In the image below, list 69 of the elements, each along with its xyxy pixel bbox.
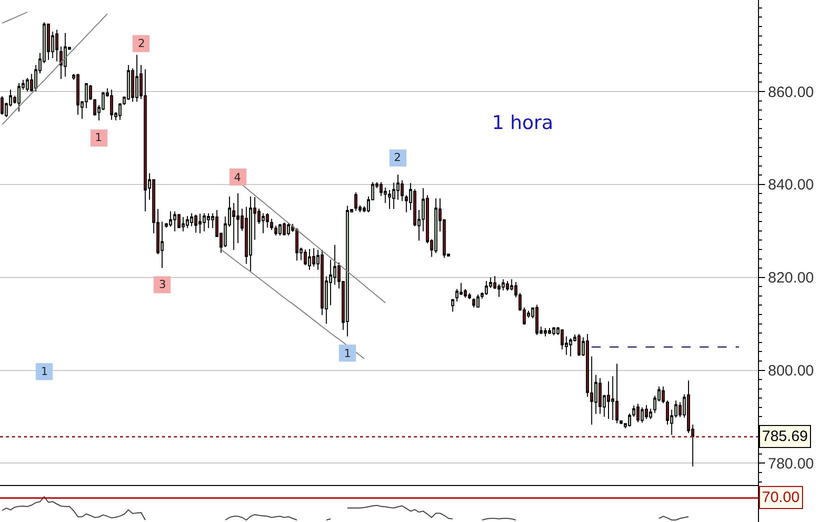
candlestick	[346, 205, 349, 337]
candlestick	[569, 338, 572, 357]
candlestick	[662, 386, 665, 404]
candlestick	[640, 406, 644, 424]
ref-line-label: 785.69	[762, 428, 808, 445]
candlestick	[249, 196, 252, 272]
y-tick-label: 840.00	[768, 176, 814, 194]
annotation: 2	[138, 37, 145, 50]
annotation: 4	[234, 171, 241, 184]
candlestick	[434, 198, 438, 254]
candlestick	[202, 212, 206, 232]
candlestick	[354, 192, 358, 212]
candlestick	[535, 304, 538, 336]
candlestick	[286, 222, 290, 236]
candlestick	[636, 403, 640, 423]
candlestick	[186, 216, 189, 229]
candlestick	[110, 89, 114, 120]
candlestick	[144, 68, 147, 212]
candlestick	[64, 32, 67, 78]
candlestick	[177, 214, 180, 229]
candlestick	[552, 326, 556, 336]
candlestick	[649, 408, 652, 420]
annotation: 1 hora	[492, 112, 554, 134]
y-tick-label: 860.00	[768, 84, 814, 101]
annotation: 3	[159, 278, 166, 291]
candlestick	[26, 78, 29, 92]
candlestick	[506, 280, 509, 292]
candlestick	[308, 248, 312, 270]
candlestick	[135, 54, 138, 102]
y-tick-label: 780.00	[768, 455, 814, 472]
annotation: 1	[344, 347, 351, 360]
candlestick	[194, 214, 198, 234]
y-tick-label: 800.00	[768, 362, 814, 380]
annotation: 2	[394, 151, 401, 164]
candlestick	[644, 404, 648, 420]
candlestick	[169, 210, 172, 228]
candlestick	[206, 212, 210, 229]
candlestick	[182, 216, 185, 232]
candlestick	[544, 327, 547, 337]
candlestick	[282, 222, 286, 236]
text: 70.00	[762, 489, 800, 506]
candlestick	[278, 223, 282, 236]
candlestick	[76, 73, 80, 116]
candlestick	[468, 292, 472, 300]
candlestick	[578, 334, 581, 356]
candlestick	[476, 294, 480, 308]
annotation: 1	[95, 131, 102, 144]
candlestick	[17, 82, 20, 112]
candlestick	[451, 298, 454, 312]
candlestick	[484, 280, 488, 296]
candlestick	[598, 378, 602, 414]
candlestick	[173, 210, 176, 232]
candlestick	[312, 248, 316, 268]
candlestick	[0, 96, 4, 116]
y-tick-label: 820.00	[768, 270, 814, 287]
candlestick	[93, 98, 96, 116]
candlestick	[262, 212, 265, 234]
candlestick	[46, 23, 50, 60]
line-series	[2, 13, 108, 125]
candlestick	[295, 228, 298, 262]
candlestick	[198, 213, 202, 234]
candlestick	[472, 298, 476, 308]
annotation: 1	[41, 365, 48, 378]
candlestick	[55, 29, 58, 62]
candlestick	[615, 363, 618, 424]
candlestick	[606, 380, 610, 420]
line-series	[2, 12, 28, 24]
candlestick	[548, 327, 552, 335]
candlestick	[304, 248, 307, 266]
